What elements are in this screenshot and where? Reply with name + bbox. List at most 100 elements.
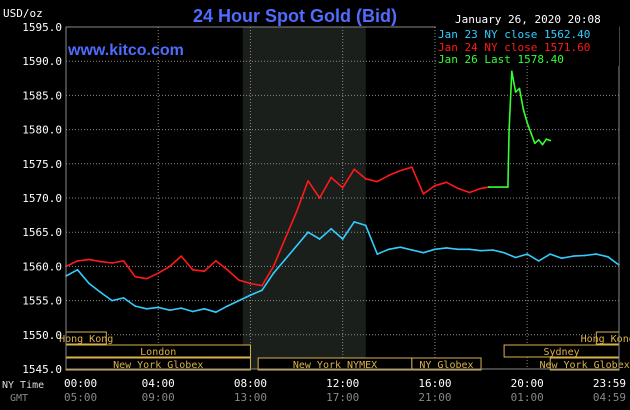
session-label: London [140,347,176,358]
series-point-0 [364,224,367,227]
series-point-0 [295,244,298,247]
series-point-0 [214,311,217,314]
y-tick-label: 1590.0 [22,55,62,68]
gmt-tick-label: 01:00 [511,391,544,404]
series-point-0 [191,310,194,313]
series-point-1 [76,260,79,262]
series-point-1 [330,176,333,179]
series-point-1 [399,169,402,172]
gmt-tick-label: 13:00 [234,391,267,404]
series-point-1 [168,265,171,268]
series-point-1 [111,262,114,264]
series-point-1 [341,186,344,189]
series-point-1 [318,197,321,199]
series-line-2 [488,70,551,188]
y-tick-label: 1585.0 [22,89,62,102]
plot-frame [65,26,620,370]
series-point-1 [145,277,148,280]
x-tick-label: 20:00 [511,377,544,390]
session-label: Hong Kong [59,334,113,345]
series-point-2 [530,132,532,134]
y-tick-label: 1550.0 [22,329,62,342]
series-point-2 [549,139,552,142]
series-point-2 [537,138,540,141]
series-point-0 [238,299,240,302]
series-point-1 [307,180,310,182]
series-point-2 [526,121,529,124]
session-label: Sydney [543,347,579,358]
y-tick-label: 1595.0 [22,21,62,34]
y-tick-label: 1555.0 [22,295,62,308]
y-tick-label: 1575.0 [22,158,62,171]
x-tick-label: 04:00 [142,377,175,390]
series-point-1 [468,191,471,194]
series-point-1 [88,258,90,261]
x-tick-label: 16:00 [418,377,451,390]
y-tick-label: 1545.0 [22,363,62,376]
series-point-2 [545,138,548,141]
series-point-0 [514,256,517,259]
timestamp-label: January 26, 2020 20:08 [455,13,601,26]
x-tick-label: 23:59 [593,377,626,390]
series-point-0 [491,249,494,251]
series-point-1 [410,166,413,169]
series-point-0 [549,253,552,255]
series-point-2 [514,91,517,93]
series-point-2 [533,142,536,145]
series-point-0 [330,227,333,230]
series-point-1 [157,272,160,275]
series-point-0 [168,309,171,312]
series-point-0 [583,254,586,257]
series-point-1 [422,192,425,195]
series-point-1 [387,174,390,177]
series-point-0 [341,238,344,240]
series-point-1 [249,282,252,285]
gmt-label: GMT [10,393,28,404]
series-point-1 [353,168,356,171]
series-point-0 [410,249,413,251]
series-point-0 [503,251,505,254]
series-point-0 [88,282,90,285]
series-point-0 [318,238,321,240]
legend: Jan 23 NY close 1562.40 Jan 24 NY close … [436,26,619,66]
series-layer [65,70,620,314]
series-point-1 [134,275,137,278]
y-tick-label: 1580.0 [22,124,62,137]
series-point-1 [261,284,263,287]
series-point-0 [180,307,183,310]
series-point-0 [457,248,459,251]
series-point-0 [480,249,482,252]
series-point-1 [99,260,102,263]
series-point-0 [399,246,402,249]
series-point-1 [238,279,240,281]
x-tick-label: 12:00 [326,377,359,390]
series-point-0 [468,248,471,251]
series-point-0 [422,251,425,254]
series-point-1 [122,260,125,262]
series-point-2 [508,128,510,131]
series-point-1 [364,177,367,180]
series-point-0 [595,253,598,255]
series-point-2 [507,186,509,188]
series-point-0 [99,291,102,294]
gmt-tick-label: 05:00 [64,391,97,404]
y-tick-label: 1560.0 [22,260,62,273]
session-label: New York Globex [539,360,629,371]
series-point-1 [284,238,286,240]
series-point-0 [560,257,563,260]
series-point-0 [261,289,263,292]
axis-layer: 1545.0 1550.0 1555.0 1560.0 1565.0 1570.0 1575… [22,21,626,404]
series-point-1 [480,187,482,190]
y-tick-label: 1570.0 [22,192,62,205]
y-unit-label: USD/oz [3,7,43,20]
ny-time-label: NY Time [2,380,44,391]
series-point-0 [134,305,137,307]
series-point-1 [226,268,229,271]
series-point-1 [295,210,298,213]
series-point-1 [214,260,217,262]
series-point-0 [572,255,575,258]
series-point-0 [537,260,540,262]
series-point-0 [76,268,79,271]
x-tick-label: 00:00 [64,377,97,390]
